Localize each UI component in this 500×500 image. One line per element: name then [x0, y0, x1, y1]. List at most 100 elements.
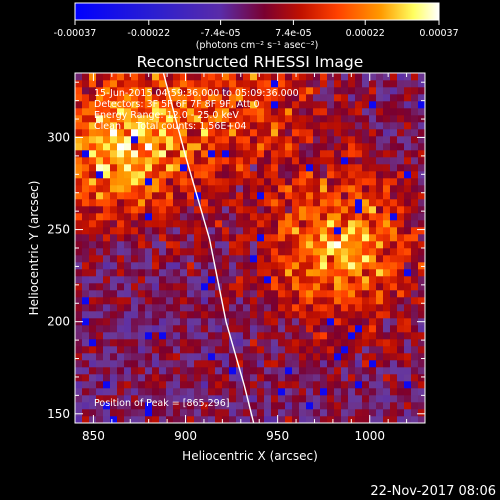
heatmap-cell [124, 318, 132, 326]
heatmap-cell [404, 227, 412, 235]
heatmap-cell [341, 101, 349, 109]
heatmap-cell [180, 283, 188, 291]
heatmap-cell [96, 108, 104, 116]
heatmap-cell [96, 381, 104, 389]
heatmap-cell [292, 304, 300, 312]
heatmap-cell [89, 248, 97, 256]
heatmap-cell [152, 80, 160, 88]
heatmap-cell [173, 220, 181, 228]
heatmap-cell [103, 101, 111, 109]
heatmap-cell [306, 262, 314, 270]
heatmap-cell [82, 262, 90, 270]
heatmap-cell [313, 115, 321, 123]
heatmap-cell [222, 248, 230, 256]
heatmap-cell [341, 367, 349, 375]
heatmap-cell [334, 80, 342, 88]
heatmap-cell [229, 416, 237, 423]
heatmap-cell [89, 213, 97, 221]
heatmap-cell [299, 290, 307, 298]
heatmap-cell [411, 248, 419, 256]
heatmap-cell [243, 164, 251, 172]
heatmap-cell [138, 73, 146, 81]
heatmap-cell [397, 192, 405, 200]
heatmap-cell [362, 136, 370, 144]
heatmap-cell [89, 346, 97, 354]
heatmap-cell [292, 213, 300, 221]
heatmap-cell [327, 115, 335, 123]
heatmap-cell [383, 164, 391, 172]
heatmap-cell [397, 115, 405, 123]
heatmap-cell [243, 248, 251, 256]
heatmap-cell [390, 206, 398, 214]
heatmap-cell [404, 73, 412, 81]
heatmap-cell [257, 157, 265, 165]
heatmap-cell [103, 213, 111, 221]
heatmap-cell [299, 157, 307, 165]
heatmap-cell [124, 122, 132, 130]
heatmap-cell [117, 353, 125, 361]
heatmap-cell [229, 346, 237, 354]
heatmap-cell [313, 122, 321, 130]
heatmap-cell [152, 199, 160, 207]
heatmap-cell [138, 206, 146, 214]
heatmap-cell [313, 87, 321, 95]
heatmap-cell [257, 129, 265, 137]
heatmap-cell [138, 409, 146, 417]
heatmap-cell [222, 199, 230, 207]
heatmap-cell [369, 164, 377, 172]
heatmap-cell [243, 381, 251, 389]
heatmap-cell [278, 318, 286, 326]
heatmap-cell [320, 367, 328, 375]
heatmap-cell [82, 416, 90, 423]
heatmap-cell [131, 185, 139, 193]
heatmap-cell [418, 108, 425, 116]
heatmap-cell [229, 227, 237, 235]
heatmap-cell [215, 248, 223, 256]
heatmap-cell [208, 143, 216, 151]
heatmap-cell [201, 318, 209, 326]
heatmap-cell [397, 150, 405, 158]
heatmap-cell [131, 199, 139, 207]
heatmap-cell [236, 213, 244, 221]
heatmap-cell [145, 353, 153, 361]
heatmap-cell [110, 367, 118, 375]
heatmap-cell [397, 206, 405, 214]
heatmap-cell [327, 269, 335, 277]
heatmap-cell [131, 381, 139, 389]
heatmap-cell [201, 353, 209, 361]
heatmap-cell [131, 346, 139, 354]
heatmap-cell [166, 220, 174, 228]
heatmap-cell [215, 353, 223, 361]
heatmap-cell [285, 311, 293, 319]
heatmap-cell [82, 101, 90, 109]
heatmap-cell [383, 192, 391, 200]
heatmap-cell [264, 395, 272, 403]
heatmap-cell [383, 360, 391, 368]
heatmap-cell [271, 192, 279, 200]
heatmap-cell [152, 283, 160, 291]
heatmap-cell [145, 115, 153, 123]
heatmap-cell [96, 339, 104, 347]
heatmap-cell [82, 136, 90, 144]
heatmap-cell [327, 332, 335, 340]
heatmap-cell [390, 241, 398, 249]
heatmap-cell [264, 73, 272, 81]
heatmap-cell [159, 227, 167, 235]
heatmap-cell [278, 122, 286, 130]
heatmap-cell [250, 171, 258, 179]
heatmap-cell [355, 248, 363, 256]
heatmap-cell [103, 388, 111, 396]
heatmap-cell [180, 122, 188, 130]
heatmap-cell [138, 269, 146, 277]
heatmap-cell [271, 409, 279, 417]
heatmap-cell [208, 80, 216, 88]
heatmap-cell [257, 276, 265, 284]
heatmap-cell [236, 157, 244, 165]
heatmap-cell [243, 101, 251, 109]
heatmap-cell [341, 199, 349, 207]
heatmap-cell [166, 143, 174, 151]
heatmap-cell [383, 227, 391, 235]
heatmap-cell [89, 234, 97, 242]
heatmap-cell [159, 269, 167, 277]
heatmap-cell [103, 157, 111, 165]
